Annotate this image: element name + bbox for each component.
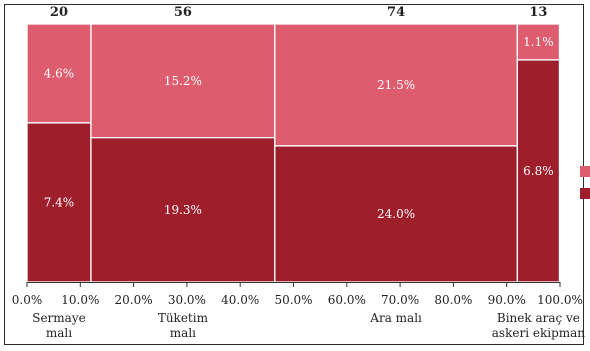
x-tick-label: 0.0% (12, 293, 43, 307)
category-label: Sermaye (32, 311, 85, 325)
legend-swatch-top (580, 166, 590, 177)
x-tick-label: 80.0% (434, 293, 472, 307)
x-tick-label: 50.0% (274, 293, 312, 307)
category-label: malı (46, 326, 72, 340)
legend-swatch-bottom (580, 188, 590, 199)
category-label: malı (170, 326, 196, 340)
bar-segment-top (516, 23, 561, 61)
x-tick-label: 100.0% (537, 293, 583, 307)
x-tick-label: 60.0% (328, 293, 366, 307)
category-label: Ara malı (369, 311, 422, 325)
x-tick-label: 40.0% (221, 293, 259, 307)
column-total: 13 (529, 5, 547, 20)
data-label: 24.0% (377, 207, 415, 221)
x-tick-label: 10.0% (61, 293, 99, 307)
data-label: 19.3% (164, 203, 202, 217)
data-label: 4.6% (44, 66, 75, 80)
column-total: 56 (174, 5, 192, 20)
x-tick-label: 70.0% (381, 293, 419, 307)
x-tick-label: 30.0% (168, 293, 206, 307)
data-label: 15.2% (164, 74, 202, 88)
category-label: askeri ekipman (492, 326, 586, 340)
bar-segment-bottom (274, 145, 519, 283)
category-label: Binek araç ve (497, 311, 580, 325)
bar-segment-bottom (26, 122, 92, 283)
column-total: 74 (387, 5, 405, 20)
column-total: 20 (50, 5, 68, 20)
data-label: 21.5% (377, 78, 415, 92)
bar-segment-bottom (90, 137, 276, 283)
x-tick-label: 20.0% (115, 293, 153, 307)
x-tick-label: 90.0% (488, 293, 526, 307)
bar-segment-bottom (516, 59, 561, 283)
data-label: 1.1% (523, 35, 554, 49)
category-label: Tüketim (158, 311, 209, 325)
data-label: 6.8% (523, 164, 554, 178)
data-label: 7.4% (44, 195, 75, 209)
